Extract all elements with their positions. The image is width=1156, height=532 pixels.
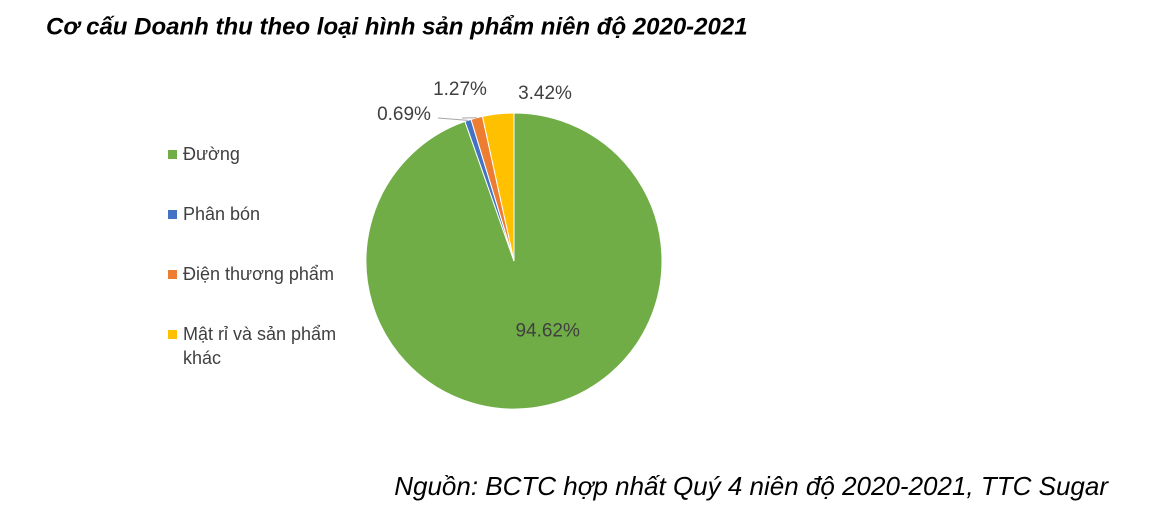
data-label: 0.69% [377, 104, 431, 125]
legend-label: Đường [183, 144, 240, 164]
legend-item: Điện thương phẩm [168, 262, 358, 322]
legend-label: Điện thương phẩm [183, 264, 334, 284]
data-label: 1.27% [433, 79, 487, 100]
data-label: 94.62% [515, 320, 580, 341]
leader-line [437, 117, 468, 121]
chart-title: Cơ cấu Doanh thu theo loại hình sản phẩm… [46, 13, 748, 40]
legend-swatch [168, 330, 177, 339]
legend-label: Phân bón [183, 204, 261, 224]
legend-swatch [168, 270, 177, 279]
legend: Đường Phân bón Điện thương phẩm Mật rỉ và s… [168, 142, 358, 382]
data-label: 3.42% [518, 83, 572, 104]
legend-swatch [168, 210, 177, 219]
source-note: Nguồn: BCTC hợp nhất Quý 4 niên độ 2020-… [394, 471, 1109, 501]
legend-item: Phân bón [168, 202, 358, 262]
legend-label: Mật rỉ và sản phẩm khác [183, 324, 337, 368]
legend-swatch [168, 150, 177, 159]
legend-item: Mật rỉ và sản phẩm khác [168, 322, 358, 382]
legend-item: Đường [168, 142, 358, 202]
pie-slice [481, 112, 515, 262]
